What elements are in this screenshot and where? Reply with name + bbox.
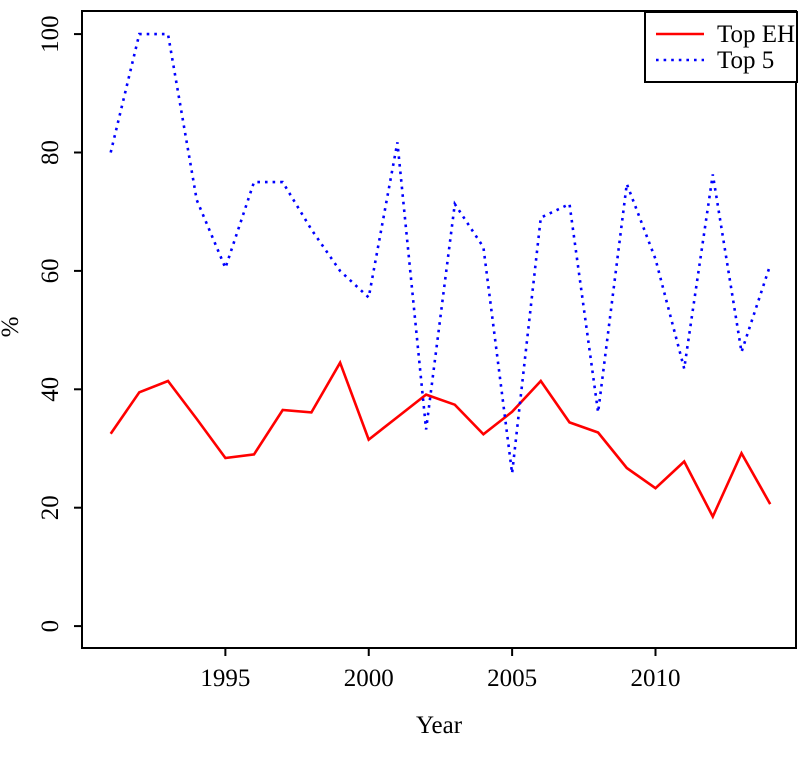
y-tick-label: 20 (37, 495, 64, 520)
y-tick-label: 0 (37, 620, 64, 633)
plot-series (109, 32, 772, 520)
legend-label-top-5: Top 5 (717, 47, 774, 74)
y-tick-label: 60 (37, 258, 64, 283)
y-tick-label: 40 (37, 377, 64, 402)
x-tick-label: 2005 (487, 665, 537, 692)
y-axis-title: % (0, 317, 24, 338)
x-tick-label: 2010 (630, 665, 680, 692)
x-tick-label: 1995 (200, 665, 250, 692)
legend-box (644, 11, 798, 83)
series-line-top-5 (109, 32, 772, 474)
y-tick-label: 80 (37, 140, 64, 165)
legend-label-top-eh: Top EH (717, 21, 795, 48)
series-line-top-eh (109, 359, 772, 520)
x-axis-title: Year (416, 712, 463, 739)
x-axis-ticks: 1995 2000 2005 2010 (200, 648, 680, 692)
plot-border (81, 10, 797, 649)
y-axis-ticks: 0 20 40 60 80 100 (37, 15, 82, 632)
y-tick-label: 100 (37, 15, 64, 53)
legend: Top EH Top 5 (644, 11, 798, 83)
x-tick-label: 2000 (344, 665, 394, 692)
